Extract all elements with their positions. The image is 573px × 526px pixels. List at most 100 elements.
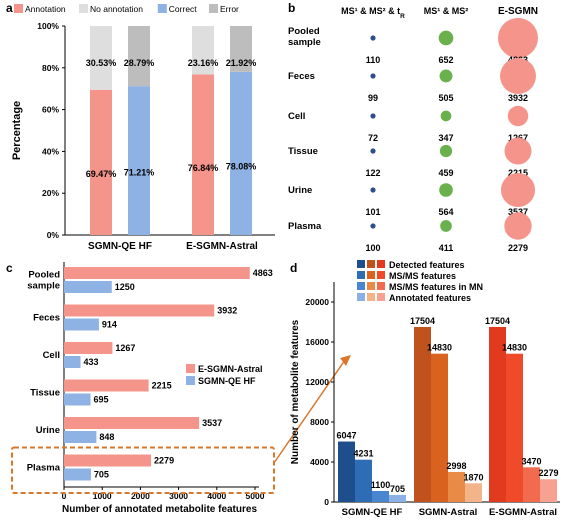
data-label: 1100 <box>371 480 391 490</box>
bar-segment <box>192 74 214 235</box>
data-label: 1267 <box>115 343 135 353</box>
bar <box>64 468 91 481</box>
legend-swatch <box>367 260 375 268</box>
legend-label: Annotation <box>25 4 66 14</box>
bubble <box>370 113 376 119</box>
bar <box>64 304 215 317</box>
x-tick-label: E-SGMN-Astral <box>186 241 258 252</box>
bubble <box>439 69 453 83</box>
legend-label: Annotated features <box>389 293 471 303</box>
panel-c: c 0 1000 2000 3000 4000 5000 Number of annotate… <box>6 261 351 515</box>
legend-label: E-SGMN-Astral <box>198 364 263 374</box>
bubble-value: 652 <box>438 55 453 65</box>
highlight-box <box>11 446 275 494</box>
bar <box>523 467 540 502</box>
legend-swatch <box>209 4 218 13</box>
bubble <box>504 212 532 240</box>
legend-swatch <box>357 260 365 268</box>
data-label: 433 <box>84 357 99 367</box>
legend-swatch <box>357 271 365 279</box>
legend-label: MS/MS features <box>389 271 456 281</box>
bubble-value: 411 <box>439 243 454 253</box>
data-label: 23.16% <box>188 58 219 68</box>
panel-a: a 0% 20% 40% 60% 80% 100% Percentage Annotation N… <box>6 1 275 252</box>
x-tick-label: SGMN-Astral <box>419 507 478 518</box>
bar <box>64 356 81 368</box>
x-tick-label: 3000 <box>169 491 188 501</box>
bar <box>506 353 523 502</box>
legend-swatch <box>377 271 385 279</box>
data-label: 2215 <box>152 381 172 391</box>
bar-segment <box>90 89 112 235</box>
data-label: 21.92% <box>226 58 257 68</box>
y-tick-label: 40% <box>42 146 59 156</box>
legend-swatch <box>367 271 375 279</box>
legend-label: No annotation <box>90 4 143 14</box>
bar <box>64 393 91 406</box>
bar <box>64 342 113 354</box>
x-tick-label: 4000 <box>207 491 226 501</box>
panel-label-c: c <box>6 261 13 275</box>
bar <box>64 379 149 392</box>
bar <box>414 326 431 502</box>
bar <box>64 417 200 429</box>
y-axis-title: Number of metabolite features <box>290 319 301 464</box>
x-tick-label: E-SGMN-Astral <box>489 507 557 518</box>
bubble-value: 122 <box>365 168 380 178</box>
bar <box>64 281 112 293</box>
data-label: 695 <box>94 395 109 405</box>
bubble-value: 505 <box>438 93 453 103</box>
bubble <box>370 73 376 79</box>
bubble-value: 3537 <box>508 207 528 217</box>
y-tick-label: Feces <box>33 313 60 324</box>
bubble-value: 347 <box>438 133 453 143</box>
bar <box>431 353 448 502</box>
bar <box>355 459 372 502</box>
bubble-value: 99 <box>368 93 378 103</box>
y-axis-title: Percentage <box>11 101 23 160</box>
bubble <box>438 30 454 46</box>
x-axis-title: Number of annotated metabolite features <box>62 504 257 515</box>
legend-swatch <box>367 293 375 301</box>
data-label: 1250 <box>115 282 135 292</box>
bar-segment <box>90 26 112 90</box>
bubble <box>500 58 536 94</box>
panel-label-b: b <box>288 1 295 15</box>
legend-swatch <box>357 293 365 301</box>
legend-label: Correct <box>169 4 198 14</box>
legend-swatch <box>377 260 385 268</box>
bubble <box>370 35 376 41</box>
bubble <box>440 220 452 232</box>
panel-b: b MS¹ & MS² & tR MS¹ & MS² E-SGMN Pooled samp… <box>288 1 538 253</box>
bar-segment <box>128 26 150 87</box>
legend-swatch <box>377 293 385 301</box>
data-label: 14830 <box>502 343 527 353</box>
y-tick-label: 0 <box>324 497 329 507</box>
bubble <box>440 110 452 122</box>
data-label: 30.53% <box>86 58 117 68</box>
y-tick-label: 80% <box>42 63 59 73</box>
x-tick-label: 2000 <box>131 491 150 501</box>
panel-d: d 0 4000 8000 12000 16000 20000 Number of metab… <box>290 260 560 518</box>
data-label: 2998 <box>446 461 466 471</box>
y-tick-label: Cell <box>43 350 60 361</box>
legend-swatch <box>377 282 385 290</box>
y-tick-label: 0% <box>47 230 60 240</box>
column-header: E-SGMN <box>498 6 538 17</box>
bar <box>64 454 152 467</box>
data-label: 2279 <box>154 456 174 466</box>
data-label: 4863 <box>253 268 273 278</box>
y-tick-label: 4000 <box>310 457 329 467</box>
data-label: 78.08% <box>226 162 257 172</box>
legend-swatch <box>79 4 88 13</box>
row-label: Pooled sample <box>288 26 321 48</box>
y-tick-label: 12000 <box>305 377 329 387</box>
column-header: MS¹ & MS² & tR <box>341 6 405 20</box>
legend-swatch <box>14 4 23 13</box>
bar <box>372 491 389 502</box>
bubble-value: 564 <box>438 207 453 217</box>
data-label: 14830 <box>427 343 452 353</box>
legend-label: SGMN-QE HF <box>198 376 256 386</box>
bubble <box>370 148 376 154</box>
